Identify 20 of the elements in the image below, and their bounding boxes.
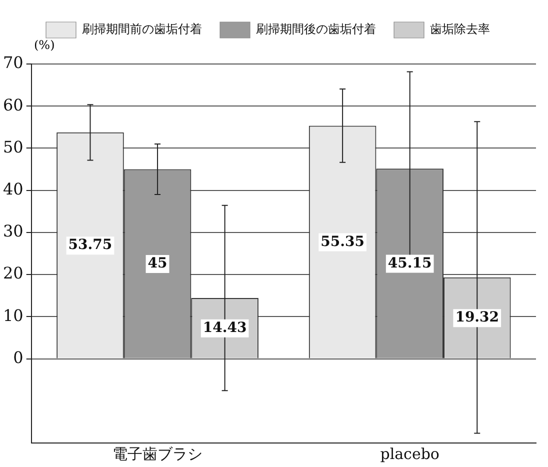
y-tick-label: 60 (3, 95, 24, 114)
data-label: 14.43 (202, 320, 247, 336)
legend-label: 刷掃期間前の歯垢付着 (82, 22, 202, 36)
y-tick-label: 20 (3, 264, 24, 283)
legend-label: 歯垢除去率 (430, 22, 490, 36)
y-tick-label: 0 (13, 348, 24, 367)
data-label: 19.32 (455, 310, 500, 326)
y-tick-label: 70 (3, 53, 24, 72)
x-tick-label: 電子歯ブラシ (112, 444, 203, 463)
x-tick-label: placebo (380, 444, 440, 463)
y-tick-label: 50 (3, 137, 24, 156)
data-label: 45 (148, 256, 168, 272)
y-tick-label: 30 (3, 222, 24, 241)
data-label: 53.75 (68, 237, 112, 254)
data-label: 45.15 (388, 255, 432, 272)
y-tick-label: 40 (3, 179, 24, 198)
data-label: 55.35 (320, 234, 364, 250)
y-tick-label: 10 (3, 306, 24, 325)
y-axis-title: (%) (34, 38, 55, 52)
legend-label: 刷掃期間後の歯垢付着 (256, 22, 376, 36)
